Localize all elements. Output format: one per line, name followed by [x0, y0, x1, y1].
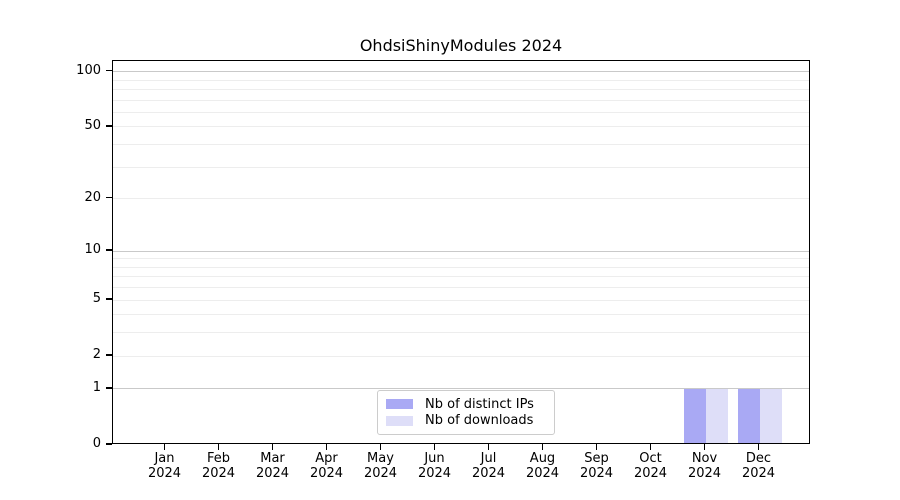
legend-entry-downloads: Nb of downloads	[386, 413, 546, 430]
minor-gridline	[113, 111, 809, 113]
legend: Nb of distinct IPs Nb of downloads	[377, 390, 555, 435]
y-tick-mark	[106, 443, 112, 445]
x-tick-label: May 2024	[363, 451, 398, 481]
y-tick-label: 0	[92, 436, 101, 451]
legend-label-distinct-ips: Nb of distinct IPs	[425, 396, 534, 412]
legend-entry-distinct-ips: Nb of distinct IPs	[386, 396, 546, 413]
x-tick-mark	[541, 444, 544, 450]
y-tick-mark	[106, 387, 112, 389]
major-gridline	[113, 250, 809, 252]
x-tick-label: Nov 2024	[687, 451, 722, 481]
y-tick-mark	[106, 125, 112, 127]
x-tick-label: Jan 2024	[147, 451, 182, 481]
y-tick-label: 1	[92, 379, 101, 395]
x-tick-mark	[703, 444, 706, 450]
x-tick-label: Apr 2024	[309, 451, 344, 481]
bar-distinct-ips	[683, 388, 706, 444]
x-tick-mark	[433, 444, 436, 450]
minor-gridline	[113, 126, 809, 128]
legend-label-downloads: Nb of downloads	[425, 413, 534, 429]
y-tick-mark	[106, 69, 112, 72]
minor-gridline	[113, 88, 809, 90]
minor-gridline	[113, 166, 809, 168]
minor-gridline	[113, 287, 809, 289]
x-tick-label: Jun 2024	[417, 451, 452, 481]
minor-gridline	[113, 355, 809, 357]
legend-swatch-downloads	[386, 415, 413, 426]
legend-swatch-distinct-ips	[386, 399, 413, 410]
x-tick-label: Jul 2024	[471, 451, 506, 481]
x-tick-mark	[325, 444, 328, 450]
minor-gridline	[113, 99, 809, 101]
y-tick-mark	[106, 298, 112, 300]
x-tick-mark	[271, 444, 274, 450]
y-tick-mark	[106, 196, 112, 199]
minor-gridline	[113, 79, 809, 81]
x-tick-mark	[649, 444, 652, 450]
major-gridline	[113, 388, 809, 390]
x-tick-label: Dec 2024	[741, 451, 776, 481]
y-tick-label: 20	[84, 189, 101, 205]
x-tick-mark	[595, 444, 598, 450]
major-gridline	[113, 71, 809, 73]
y-tick-label: 10	[84, 242, 101, 257]
minor-gridline	[113, 299, 809, 301]
x-tick-label: Feb 2024	[201, 451, 236, 481]
bar-downloads	[759, 388, 782, 444]
x-tick-label: Mar 2024	[255, 451, 290, 481]
x-tick-mark	[217, 444, 220, 450]
y-tick-label: 2	[92, 347, 101, 363]
bar-distinct-ips	[737, 388, 760, 444]
minor-gridline	[113, 144, 809, 146]
x-tick-mark	[757, 444, 760, 450]
y-tick-label: 5	[92, 291, 101, 307]
x-tick-label: Aug 2024	[525, 451, 560, 481]
y-tick-label: 100	[76, 62, 101, 78]
x-tick-mark	[379, 444, 382, 450]
bar-downloads	[705, 388, 728, 444]
chart-title: OhdsiShinyModules 2024	[359, 36, 563, 55]
minor-gridline	[113, 258, 809, 260]
minor-gridline	[113, 332, 809, 334]
y-tick-mark	[106, 354, 112, 356]
y-tick-label: 50	[84, 117, 101, 133]
minor-gridline	[113, 276, 809, 278]
x-tick-label: Oct 2024	[633, 451, 668, 481]
x-tick-mark	[487, 444, 490, 450]
minor-gridline	[113, 198, 809, 200]
plot-area	[112, 60, 810, 444]
x-tick-label: Sep 2024	[579, 451, 614, 481]
x-tick-mark	[163, 444, 166, 450]
minor-gridline	[113, 266, 809, 268]
y-tick-mark	[106, 249, 112, 251]
minor-gridline	[113, 314, 809, 316]
